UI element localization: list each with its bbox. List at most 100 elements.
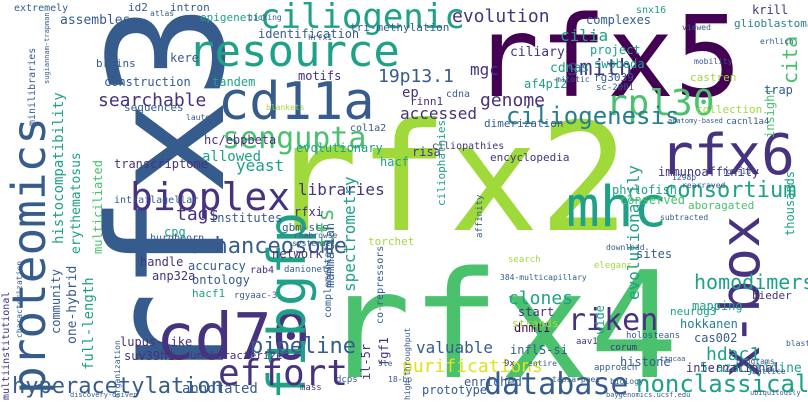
word-systematic: systematic [292, 239, 341, 248]
word-sugiannam-trapman: sugiannam-trapman [43, 12, 51, 84]
word-sequences: sequences [124, 101, 184, 114]
word-enriched: enriched [464, 375, 522, 389]
word-tri-methylation: tri-methylation [350, 21, 450, 34]
word-inflS-si: inflS-si [510, 343, 568, 357]
word-epigenetic: epigenetic [200, 11, 267, 24]
word-dimerization: dimerization [484, 117, 564, 130]
word-col1a2: col1a2 [350, 123, 387, 134]
word-multiciliated: multiciliated [91, 160, 105, 254]
word-hacf: hacf [380, 155, 409, 169]
word-krill: krill [752, 3, 789, 17]
word-valuable: valuable [416, 338, 494, 357]
word-rab4: rab4 [250, 265, 275, 276]
word-ubiquitously: ubiquitously [750, 389, 801, 397]
word-torchet: torchet [368, 235, 415, 248]
word-proteomics: proteomics [2, 117, 56, 394]
word-lauter: lauter [186, 113, 215, 122]
word-mobility: mobility [694, 57, 733, 66]
word-searchable: searchable [98, 90, 207, 111]
word-swoboda: swoboda [594, 57, 645, 71]
word-ciliary: ciliary [510, 45, 565, 60]
word-lupus-like: lupus-like [120, 335, 193, 349]
word-evolution: evolution [452, 6, 550, 27]
word-enhanceosome: enhanceosome [188, 234, 347, 259]
word-bioplex: bioplex [130, 175, 291, 219]
word-assembles: assembles [60, 13, 131, 28]
word-ciliophathies: ciliophathies [435, 119, 448, 206]
word-cilia: cilia [560, 26, 609, 45]
word-yeast: yeast [236, 156, 285, 175]
word-accessed: accessed [400, 104, 478, 123]
word-cdna: cdna [446, 89, 471, 100]
word-spectrometry: spectrometry [340, 176, 359, 292]
word-1298p: 1298p [672, 173, 697, 182]
word-cacnl1a4: cacnl1a4 [726, 117, 770, 127]
word-rfx2: rfx2 [268, 92, 630, 266]
word-aav1: aav1 [576, 337, 598, 347]
word-construction: construction [104, 75, 191, 89]
word-biology: biology [610, 377, 644, 386]
word-baygenomics: baygenomics.ucsf.edu [606, 391, 691, 399]
word-mitotic: mitotic [556, 75, 590, 84]
word-institutes: institutes [210, 211, 283, 225]
word-evolutionary: evolutionary [296, 141, 383, 155]
word-database: database [484, 367, 629, 402]
word-384-multicapillary: 384-multicapillary [500, 273, 587, 282]
word-thousands: thousands [783, 170, 797, 236]
word-tags: tags [176, 204, 220, 225]
word-intron: intron [170, 1, 210, 14]
word-search: search [508, 255, 541, 265]
word-multiinstitutional: multiinstitutional [1, 291, 12, 400]
word-picking: picking [248, 13, 282, 22]
word-buttice: buttice [752, 367, 786, 376]
word-5-azacytidine: 5-azacytidine [700, 361, 802, 376]
word-af4p12: af4p12 [524, 77, 568, 91]
word-rfx5: rfx5 [472, 0, 742, 123]
word-fgf-1b: fgf-1b [722, 167, 751, 176]
word-kere: kere [170, 51, 199, 65]
word-co-repressors: co-repressors [375, 245, 386, 324]
word-start: start [518, 305, 555, 319]
word-rfx4: rfx4 [322, 240, 679, 404]
word-full-length: full-length [81, 277, 97, 370]
word-homodimers: homodimers [694, 270, 808, 294]
word-castren: castren [690, 71, 737, 84]
word-burghoorn: burghoorn [150, 233, 205, 244]
word-nonclassical: nonclassical [636, 370, 808, 398]
word-danionet: danionet [284, 265, 328, 275]
word-intraflagellar: intraflagellar [114, 195, 199, 206]
word-anp32a: anp32a [152, 269, 196, 283]
word-suv39h1: suv39h1 [124, 349, 175, 363]
word-rinn1: rinn1 [410, 95, 444, 108]
word-histocompatibility: histocompatibility [51, 92, 67, 244]
word-sc-2001: sc-2001 [596, 83, 634, 93]
word-consortium: consortium [664, 178, 797, 203]
word-clones: clones [508, 288, 574, 309]
word-tandem: tandem [212, 75, 256, 89]
word-complexes: complexes [586, 13, 652, 27]
word-aboragated: aboragated [688, 199, 755, 212]
word-viewed: viewed [682, 23, 711, 32]
word-hacf1: hacf1 [192, 287, 226, 300]
word-discovery-driven: discovery-driven [70, 391, 138, 399]
word-il-5r: il-5r [359, 343, 373, 380]
word-encyclopedia: encyclopedia [490, 151, 570, 164]
word-18-bp: 18-bp [388, 375, 413, 384]
word-dcps: dcps [336, 375, 358, 385]
word-approach: approach [594, 363, 638, 373]
word-sites: sites [636, 247, 673, 261]
word-rg3039: rg3039 [594, 71, 634, 84]
word-annotated: annotated [182, 381, 258, 397]
word-rgyaac-3: rgyaac-3 [234, 291, 278, 301]
word-uncharacterized: uncharacterized [190, 349, 290, 362]
word-mass: mass [300, 383, 322, 393]
word-resource: resource [188, 26, 400, 77]
word-holosteans: holosteans [626, 331, 681, 341]
word-pipeline: pipeline [250, 334, 356, 359]
word-anatomy-based: anatomy-based [668, 117, 723, 125]
word-riken: riken [568, 303, 659, 338]
word-cdnas: cdnas [550, 61, 590, 76]
word-organization: organization [113, 340, 122, 398]
word-immunoaffinity: immunoaffinity [658, 165, 760, 179]
word-smith: smith [566, 56, 633, 81]
